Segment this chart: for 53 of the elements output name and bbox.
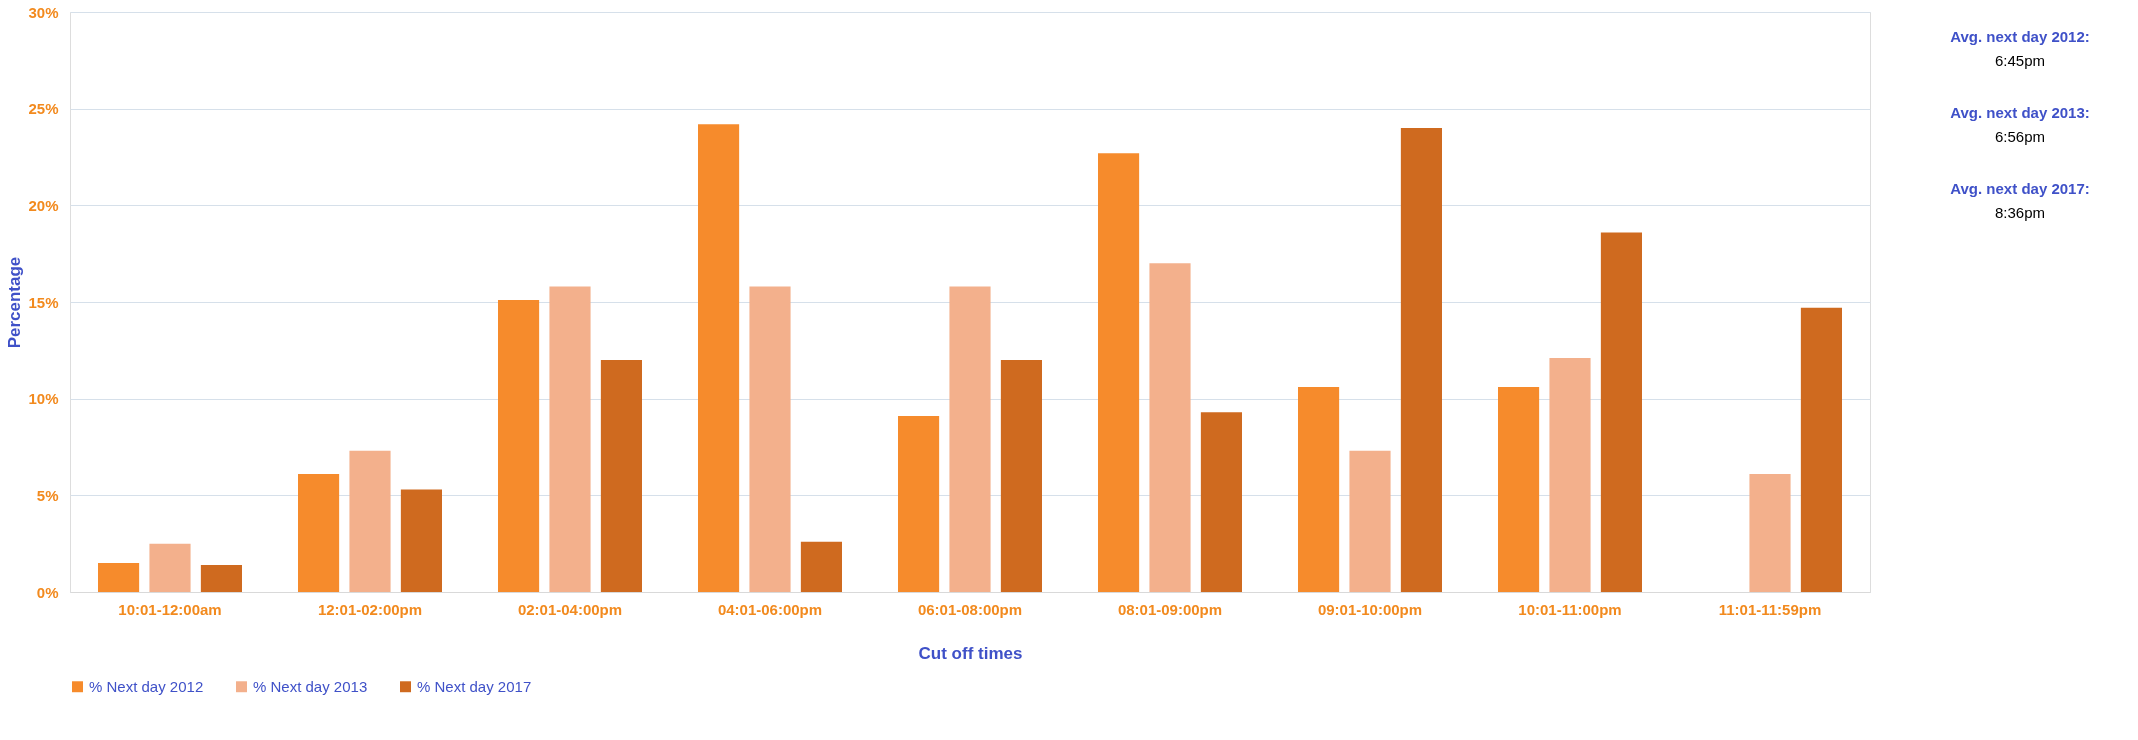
y-tick-label: 30% [28,3,59,21]
bar [1349,450,1391,592]
text: 6:56pm [1994,128,2046,145]
bar [400,489,442,592]
y-tick-label: 10% [28,390,59,408]
bar [98,563,140,592]
x-tick-label: 10:01-12:00am [118,600,222,618]
x-tick-label: 11:01-11:59pm [1718,600,1822,618]
bar [1749,474,1791,592]
x-tick-label: 08:01-09:00pm [1117,600,1223,618]
bar [1600,232,1642,592]
bar [1498,387,1540,592]
bar [549,286,591,592]
text: 8:36pm [1994,204,2046,221]
x-tick-label: 06:01-08:00pm [917,600,1023,618]
bar [949,286,991,592]
x-tick-label: 12:01-02:00pm [317,600,423,618]
bar [149,543,191,592]
bar [800,541,842,592]
text: 6:45pm [1994,52,2046,69]
bar [1400,128,1442,592]
legend-label: % Next day 2017 [417,677,532,695]
x-tick-label: 02:01-04:00pm [517,600,623,618]
y-tick-label: 0% [36,583,59,601]
bar [1200,412,1242,592]
x-tick-label: 09:01-10:00pm [1317,600,1423,618]
y-tick-label: 15% [28,293,59,311]
x-axis-title: Cut off times [918,643,1023,663]
bar [1549,358,1591,592]
bar [1800,307,1842,592]
bar [600,360,642,592]
text: Avg. next day 2017: [1950,180,2090,197]
y-axis-title: Percentage [5,256,25,349]
y-tick-label: 20% [28,196,59,214]
y-tick-label: 25% [28,100,59,118]
bar [749,286,791,592]
bar [898,416,940,592]
bar [698,124,740,592]
text: Avg. next day 2012: [1950,28,2090,45]
bar [349,450,391,592]
bar [200,564,242,592]
bar [1098,153,1140,592]
text: Avg. next day 2013: [1950,104,2090,121]
y-tick-label: 5% [36,486,59,504]
bar [298,474,340,592]
x-tick-label: 04:01-06:00pm [717,600,823,618]
bar [1000,360,1042,592]
bar [1298,387,1340,592]
bar [498,300,540,592]
legend-label: % Next day 2013 [253,677,368,695]
x-tick-label: 10:01-11:00pm [1518,600,1622,618]
bar [1149,263,1191,592]
legend-label: % Next day 2012 [89,677,204,695]
